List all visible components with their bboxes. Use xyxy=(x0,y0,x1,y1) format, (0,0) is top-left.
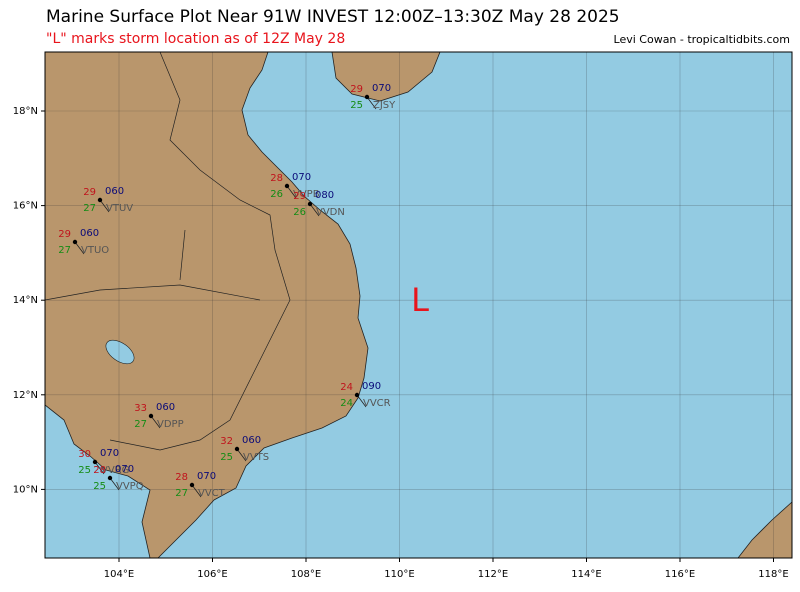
storm-marker: L xyxy=(411,281,429,319)
lake xyxy=(105,339,135,365)
dewpoint: 27 xyxy=(134,419,147,430)
temperature: 29 xyxy=(293,191,306,202)
dewpoint: 25 xyxy=(350,100,363,111)
graticule: 104°E 106°E 108°E 110°E 112°E 114°E 116°E 118°E… xyxy=(13,52,792,580)
wind-barb xyxy=(94,461,105,475)
station-id: VVDN xyxy=(316,207,345,218)
dewpoint: 27 xyxy=(83,203,96,214)
pressure: 070 xyxy=(100,448,119,459)
title: Marine Surface Plot Near 91W INVEST 12:0… xyxy=(46,7,620,27)
pressure: 070 xyxy=(115,464,134,475)
dewpoint: 25 xyxy=(78,465,91,476)
lat-tick-label: 14°N xyxy=(13,295,38,306)
wind-barb xyxy=(74,241,85,255)
pressure: 060 xyxy=(105,186,124,197)
lon-tick-label: 104°E xyxy=(104,569,134,580)
temperature: 28 xyxy=(270,173,283,184)
station-dot xyxy=(148,413,154,419)
mainland xyxy=(45,52,369,558)
pressure: 060 xyxy=(80,228,99,239)
station-dot xyxy=(284,183,290,189)
station-dot xyxy=(92,459,98,465)
lon-tick-label: 118°E xyxy=(758,569,788,580)
temperature: 28 xyxy=(93,465,106,476)
wind-barb xyxy=(286,185,297,199)
credit: Levi Cowan - tropicaltidbits.com xyxy=(614,33,790,46)
dewpoint: 26 xyxy=(293,207,306,218)
wind-barb xyxy=(356,394,367,408)
station-dot xyxy=(189,482,195,488)
lat-tick-label: 12°N xyxy=(13,390,38,401)
lon-tick-label: 108°E xyxy=(291,569,321,580)
dewpoint: 25 xyxy=(93,481,106,492)
temperature: 29 xyxy=(350,84,363,95)
pressure: 080 xyxy=(315,190,334,201)
station-dot xyxy=(97,197,103,203)
wind-barb xyxy=(236,448,247,462)
station-dot xyxy=(307,201,313,207)
station-id: VVRG xyxy=(101,465,129,476)
dewpoint: 26 xyxy=(270,189,283,200)
wind-barb xyxy=(150,415,161,429)
lon-tick-label: 110°E xyxy=(384,569,414,580)
pressure: 060 xyxy=(242,435,261,446)
lat-tick-label: 10°N xyxy=(13,484,38,495)
station-dot xyxy=(364,94,370,100)
wind-barb xyxy=(309,203,320,217)
wind-barb xyxy=(366,96,377,110)
temperature: 30 xyxy=(78,449,91,460)
lat-tick-label: 16°N xyxy=(13,201,38,212)
pressure: 070 xyxy=(292,172,311,183)
lon-tick-label: 106°E xyxy=(197,569,227,580)
lon-tick-label: 114°E xyxy=(571,569,601,580)
wind-barb xyxy=(99,199,110,213)
station-id: VVCT xyxy=(198,488,226,499)
temperature: 33 xyxy=(134,403,147,414)
temperature: 24 xyxy=(340,382,353,393)
dewpoint: 27 xyxy=(175,488,188,499)
dewpoint: 24 xyxy=(340,398,353,409)
lon-tick-label: 116°E xyxy=(665,569,695,580)
station-id: VVPB xyxy=(293,189,320,200)
station-id: VVPQ xyxy=(116,481,144,492)
map-area xyxy=(45,52,792,558)
dewpoint: 25 xyxy=(220,452,233,463)
frame xyxy=(44,51,793,559)
pressure: 070 xyxy=(372,83,391,94)
hainan xyxy=(331,52,441,102)
station-id: VVTS xyxy=(243,452,269,463)
station-dot xyxy=(72,239,78,245)
dewpoint: 27 xyxy=(58,245,71,256)
wind-barb xyxy=(191,484,202,498)
pressure: 090 xyxy=(362,381,381,392)
pressure: 070 xyxy=(197,471,216,482)
temperature: 32 xyxy=(220,436,233,447)
borders xyxy=(45,52,291,451)
temperature: 28 xyxy=(175,472,188,483)
wind-barb xyxy=(109,477,120,491)
temperature: 29 xyxy=(58,229,71,240)
subtitle: "L" marks storm location as of 12Z May 2… xyxy=(46,31,345,47)
temperature: 29 xyxy=(83,187,96,198)
station-dot xyxy=(107,475,113,481)
station-dot xyxy=(354,392,360,398)
station-id: ZJSY xyxy=(373,100,396,111)
station-id: VTUV xyxy=(106,203,133,214)
station-id: VTUO xyxy=(81,245,109,256)
lat-tick-label: 18°N xyxy=(13,106,38,117)
station-id: VDPP xyxy=(157,419,184,430)
lon-tick-label: 112°E xyxy=(478,569,508,580)
palawan xyxy=(737,501,792,558)
station-dot xyxy=(234,446,240,452)
station-id: VVCR xyxy=(363,398,391,409)
pressure: 060 xyxy=(156,402,175,413)
